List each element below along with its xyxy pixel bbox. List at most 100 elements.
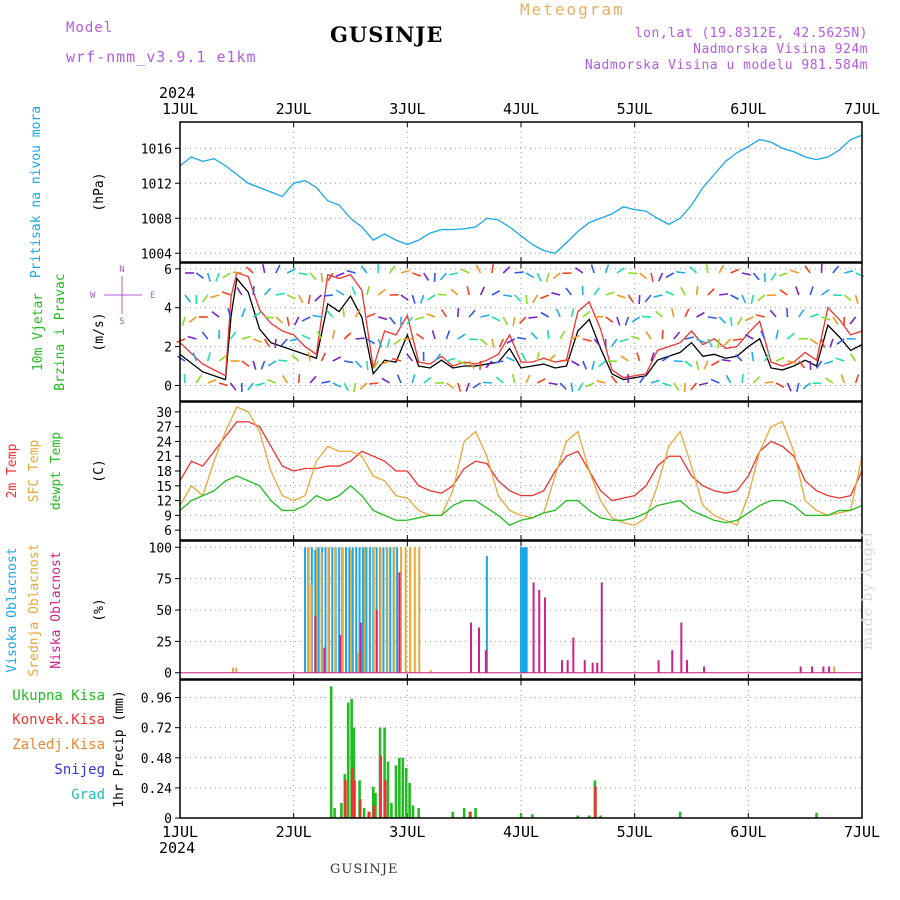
wind-arrow [448,272,458,276]
bar [469,811,472,818]
bar [334,547,337,673]
time-tick-label: 1JUL [162,100,198,118]
wind-arrow [320,352,327,362]
bar [375,610,378,673]
y-tick-label: 12 [156,495,172,510]
y-axis-label: 2m Temp [5,443,20,498]
bar [828,666,831,673]
bar [600,582,603,673]
wind-arrow [820,338,826,348]
wind-arrow [644,294,652,303]
wind-arrow [195,272,205,280]
bar [346,702,350,818]
wind-arrow [245,266,254,274]
wind-arrow [703,360,709,370]
bar [451,811,455,818]
wind-arrow [378,316,388,321]
wind-arrow [468,360,475,369]
bar [678,811,682,818]
bar [235,667,238,673]
bar [521,547,524,673]
wind-arrow [286,294,296,300]
wind-arrow [809,313,819,318]
wind-arrow [616,294,626,299]
compass-s: S [119,317,124,327]
wind-arrow [585,382,595,388]
wind-arrow [312,314,322,318]
bar [599,815,602,818]
wind-arrow [832,316,839,325]
wind-arrow [188,316,197,324]
bar [390,802,393,818]
wind-arrow [491,290,501,296]
wind-arrow [502,316,509,326]
wind-arrow [482,381,492,384]
wind-arrow [559,382,567,391]
wind-arrow [591,360,595,370]
wind-arrow [516,336,527,340]
wind-arrow [627,294,634,303]
wind-arrow [696,338,706,344]
wind-arrow [206,352,211,362]
legend-entry: Zaledj.Kisa [12,737,105,753]
series-line [179,271,863,379]
wind-arrow [445,382,455,389]
wind-arrow [717,338,721,349]
wind-arrow [457,360,467,365]
bar [383,780,387,818]
credit-label: made by Angel [860,531,876,651]
compass-e: E [150,291,155,301]
bar [404,767,408,818]
wind-arrow [275,292,285,296]
y-tick-label: 21 [156,450,172,465]
panel-cloud: 0 25 50 75 100 Visoka Oblacnost Srednja Oblacn… [5,540,863,682]
bar [596,662,599,673]
y-axis-label: (%) [92,598,107,621]
wind-arrow [281,374,288,384]
series-line [179,134,863,254]
wind-arrow [460,268,470,274]
wind-arrow [611,338,618,347]
bar [386,761,390,818]
wind-arrow [721,358,731,362]
wind-arrow [604,264,610,274]
wind-arrow [514,294,522,303]
bar [408,782,411,818]
wind-arrow [354,308,361,318]
wind-arrow [343,360,354,364]
bar [411,805,415,818]
wind-arrow [639,272,648,280]
wind-arrow [359,382,368,390]
wind-arrow [707,316,717,320]
wind-arrow [741,272,751,276]
wind-arrow [725,374,732,384]
bar [398,572,401,673]
wind-arrow [355,337,365,340]
wind-arrow [532,294,539,304]
wind-arrow [530,331,538,340]
wind-arrow [260,360,266,370]
bar [344,780,347,818]
lonlat-label: lon,lat (19.8312E, 42.5625N) [634,26,868,41]
wind-arrow [577,382,584,392]
wind-arrow [445,330,451,340]
bar [519,814,523,818]
bar [368,547,371,673]
wind-arrow [809,286,814,296]
wind-arrow [786,332,795,340]
wind-arrow [680,286,686,296]
wind-arrow [665,272,675,279]
time-tick-label: 7JUL [844,100,880,118]
wind-arrow [498,338,504,348]
y-tick-label: 0 [164,812,172,827]
wind-arrow [684,360,693,368]
wind-arrow [695,360,700,370]
wind-arrow [676,270,686,274]
bar [367,811,371,818]
series-line [179,475,863,526]
bar [417,807,420,818]
wind-arrow [342,307,345,318]
